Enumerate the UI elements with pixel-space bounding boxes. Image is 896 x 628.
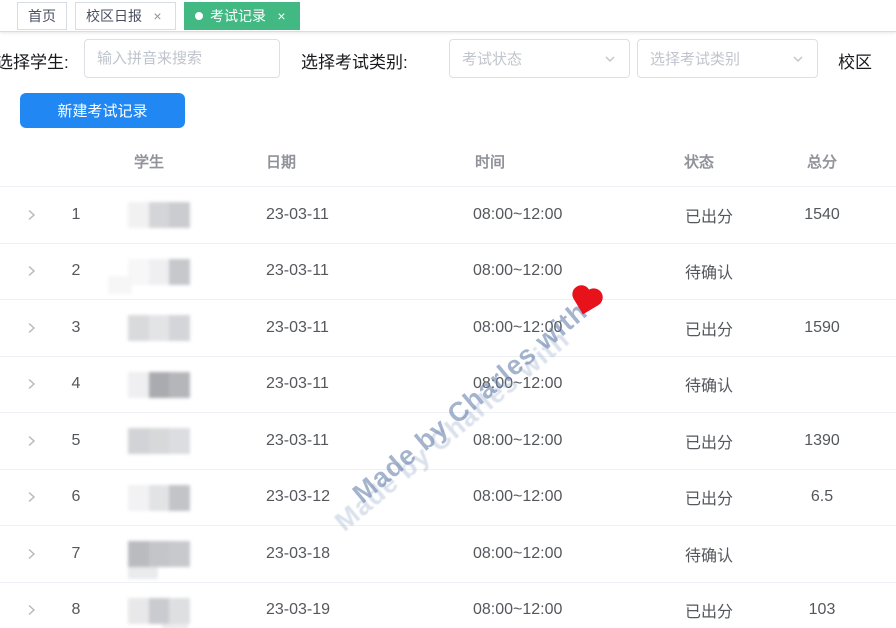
campus-filter-label: 校区 <box>838 53 872 72</box>
exam-score: 1390 <box>804 431 840 449</box>
table-row: 8 23-03-19 08:00~12:00 已出分 103 <box>0 583 896 628</box>
student-name-redacted-tail <box>128 567 158 579</box>
close-icon[interactable]: × <box>153 7 162 24</box>
expand-row-icon[interactable] <box>24 603 38 617</box>
student-name-redacted <box>128 202 191 228</box>
tab-campus-daily[interactable]: 校区日报 × <box>75 2 176 30</box>
exam-date: 23-03-11 <box>266 318 329 336</box>
tab-home[interactable]: 首页 <box>17 2 67 30</box>
table-header: 学生 日期 时间 状态 总分 <box>0 133 896 187</box>
exam-status: 已出分 <box>685 321 734 339</box>
table-row: 7 23-03-18 08:00~12:00 待确认 <box>0 526 896 583</box>
expand-row-icon[interactable] <box>24 434 38 448</box>
row-index: 6 <box>71 488 81 506</box>
table-row: 2 23-03-11 08:00~12:00 待确认 <box>0 244 896 300</box>
exam-category-select[interactable]: 选择考试类别 <box>637 39 818 78</box>
row-index: 2 <box>71 262 81 280</box>
tags-view-bar: 首页 校区日报 × 考试记录 × <box>0 0 896 32</box>
column-header-time: 时间 <box>475 154 506 171</box>
exam-score: 1540 <box>804 205 840 223</box>
exam-time: 08:00~12:00 <box>473 318 563 336</box>
exam-category-select-placeholder: 选择考试类别 <box>650 51 741 68</box>
tab-exam-records-label: 考试记录 <box>210 8 266 24</box>
tab-campus-daily-label: 校区日报 <box>86 8 142 24</box>
expand-row-icon[interactable] <box>24 208 38 222</box>
column-header-date: 日期 <box>266 154 297 171</box>
exam-time: 08:00~12:00 <box>473 431 563 449</box>
row-index: 7 <box>71 544 81 562</box>
student-name-redacted-tail <box>108 275 132 294</box>
student-name-redacted <box>128 484 191 511</box>
chevron-down-icon <box>605 56 615 62</box>
exam-status: 已出分 <box>685 434 734 452</box>
student-search-input[interactable] <box>84 39 280 78</box>
exam-score: 6.5 <box>810 488 834 506</box>
exam-date: 23-03-11 <box>266 431 329 449</box>
exam-status: 待确认 <box>685 547 734 565</box>
expand-row-icon[interactable] <box>24 490 38 504</box>
exam-time: 08:00~12:00 <box>473 375 563 393</box>
tab-home-label: 首页 <box>28 8 56 24</box>
exam-time: 08:00~12:00 <box>473 262 563 280</box>
exam-date: 23-03-11 <box>266 262 329 280</box>
create-exam-record-button[interactable]: 新建考试记录 <box>20 93 185 128</box>
student-name-redacted <box>128 597 191 628</box>
exam-score: 1590 <box>804 318 840 336</box>
table-row: 5 23-03-11 08:00~12:00 已出分 1390 <box>0 413 896 470</box>
table-row: 1 23-03-11 08:00~12:00 已出分 1540 <box>0 187 896 244</box>
expand-row-icon[interactable] <box>24 377 38 391</box>
exam-time: 08:00~12:00 <box>473 601 563 619</box>
row-index: 8 <box>71 601 81 619</box>
row-index: 4 <box>71 375 81 393</box>
exam-status: 已出分 <box>685 604 734 622</box>
exam-status: 待确认 <box>685 265 734 283</box>
student-name-redacted <box>128 315 191 341</box>
exam-date: 23-03-11 <box>266 205 329 223</box>
exam-score: 103 <box>808 601 836 619</box>
exam-status: 已出分 <box>685 491 734 509</box>
table-row: 3 23-03-11 08:00~12:00 已出分 1590 <box>0 300 896 357</box>
expand-row-icon[interactable] <box>24 264 38 278</box>
row-index: 5 <box>71 431 81 449</box>
tab-exam-records[interactable]: 考试记录 × <box>184 2 300 30</box>
exam-category-filter-label: 选择考试类别: <box>301 53 408 72</box>
student-name-redacted <box>128 428 191 454</box>
exam-time: 08:00~12:00 <box>473 544 563 562</box>
table-row: 4 23-03-11 08:00~12:00 待确认 <box>0 357 896 413</box>
exam-date: 23-03-18 <box>266 544 331 562</box>
exam-date: 23-03-12 <box>266 488 331 506</box>
exam-status-select[interactable]: 考试状态 <box>449 39 630 78</box>
column-header-student: 学生 <box>134 154 165 171</box>
close-icon[interactable]: × <box>277 7 286 24</box>
active-dot-icon <box>195 12 203 20</box>
student-name-redacted-tail <box>162 623 188 628</box>
column-header-score: 总分 <box>806 154 837 171</box>
expand-row-icon[interactable] <box>24 321 38 335</box>
row-index: 1 <box>71 205 81 223</box>
table-body: 1 23-03-11 08:00~12:00 已出分 1540 2 23-03-… <box>0 187 896 628</box>
student-name-redacted <box>108 258 191 294</box>
student-name-redacted <box>128 371 191 398</box>
exam-time: 08:00~12:00 <box>473 205 563 223</box>
exam-status: 已出分 <box>685 208 734 226</box>
column-header-status: 状态 <box>684 154 715 171</box>
student-name-redacted <box>128 541 191 579</box>
table-row: 6 23-03-12 08:00~12:00 已出分 6.5 <box>0 470 896 526</box>
student-filter-label: 选择学生: <box>0 53 69 72</box>
row-index: 3 <box>71 318 81 336</box>
chevron-down-icon <box>793 56 803 62</box>
expand-row-icon[interactable] <box>24 547 38 561</box>
exam-date: 23-03-19 <box>266 601 331 619</box>
exam-time: 08:00~12:00 <box>473 488 563 506</box>
exam-status-select-placeholder: 考试状态 <box>462 51 523 68</box>
exam-status: 待确认 <box>685 378 734 396</box>
exam-date: 23-03-11 <box>266 375 329 393</box>
